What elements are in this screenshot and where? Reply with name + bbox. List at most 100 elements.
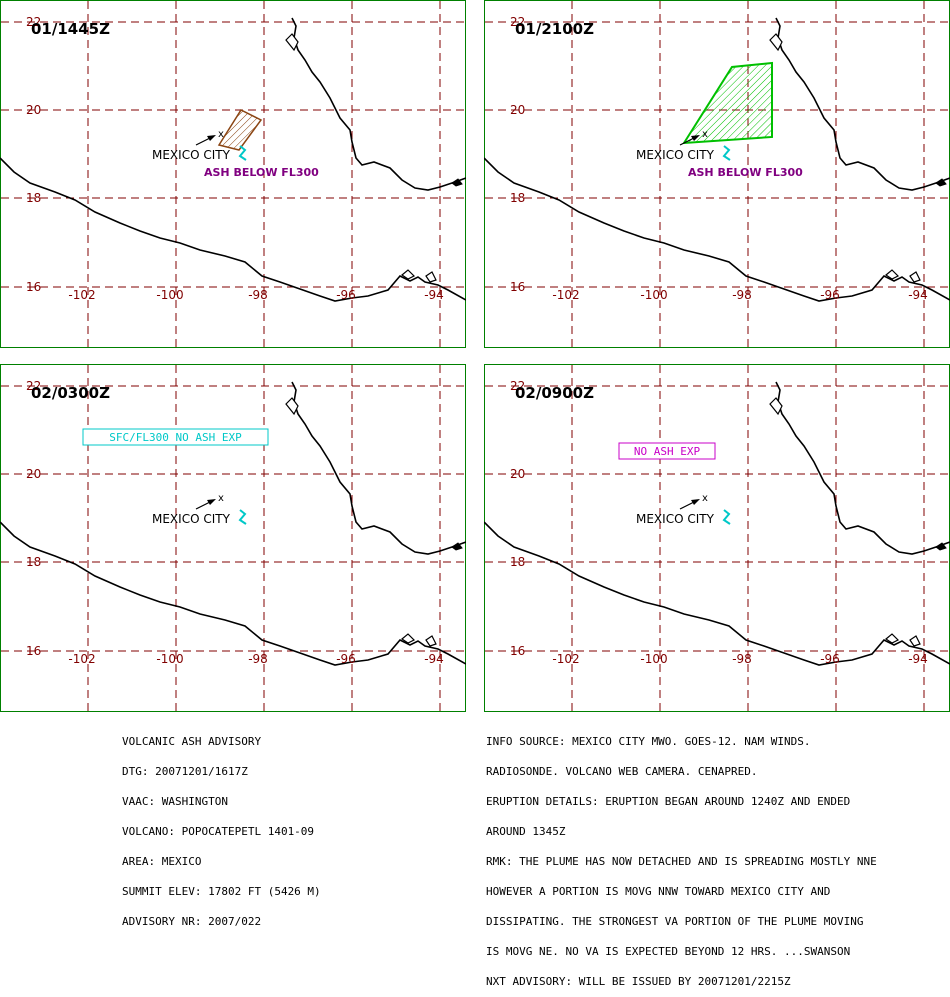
longitude-label: -100 — [640, 288, 667, 302]
longitude-label: -94 — [908, 288, 928, 302]
longitude-label: -102 — [552, 652, 579, 666]
advisory-line: DISSIPATING. THE STRONGEST VA PORTION OF… — [486, 915, 864, 928]
advisory-line: RMK: THE PLUME HAS NOW DETACHED AND IS S… — [486, 855, 877, 868]
lagoon-outline — [285, 397, 299, 416]
graticule — [1, 1, 465, 347]
latitude-label: 18 — [26, 191, 41, 205]
forecast-time: 02/0900Z — [515, 384, 594, 402]
arrow-head — [691, 499, 700, 505]
arrow-head — [207, 135, 216, 141]
gulf-coastline — [291, 381, 466, 555]
forecast-panel-1: 22 20 18 16 -102 -100 -98 -96 -94 01/2100Z x MEXICO… — [484, 0, 950, 348]
island-outline — [909, 271, 921, 283]
no-ash-box — [618, 442, 716, 460]
ash-level-label: ASH BELOW FL300 — [204, 166, 319, 179]
latitude-label: 20 — [26, 103, 41, 117]
forecast-panel-0: 22 20 18 16 -102 -100 -98 -96 -94 01/1445Z x MEXICO… — [0, 0, 466, 348]
island-outline — [884, 269, 900, 280]
lake-icon — [238, 509, 247, 525]
longitude-label: -96 — [336, 652, 356, 666]
advisory-line: DTG: 20071201/1617Z — [122, 765, 248, 778]
advisory-line: SUMMIT ELEV: 17802 FT (5426 M) — [122, 885, 321, 898]
longitude-label: -102 — [68, 652, 95, 666]
forecast-time: 01/2100Z — [515, 20, 594, 38]
advisory-line: RADIOSONDE. VOLCANO WEB CAMERA. CENAPRED… — [486, 765, 758, 778]
pacific-coastline — [0, 521, 466, 666]
forecast-panel-3: 22 20 18 16 -102 -100 -98 -96 -94 02/0900Z x MEXICO… — [484, 364, 950, 712]
map-svg: 22 20 18 16 -102 -100 -98 -96 -94 02/0300Z x MEXICO… — [0, 364, 466, 712]
city-label: MEXICO CITY — [636, 512, 715, 526]
lake-icon — [722, 145, 731, 161]
latitude-label: 18 — [510, 191, 525, 205]
longitude-label: -100 — [156, 288, 183, 302]
advisory-line: IS MOVG NE. NO VA IS EXPECTED BEYOND 12 … — [486, 945, 851, 958]
no-ash-label: SFC/FL300 NO ASH EXP — [109, 431, 242, 444]
island-outline — [451, 542, 463, 551]
longitude-label: -98 — [248, 288, 268, 302]
latitude-label: 16 — [26, 644, 41, 658]
pacific-coastline — [484, 521, 950, 666]
no-ash-box — [82, 428, 269, 446]
ash-area — [217, 109, 263, 151]
longitude-label: -96 — [820, 652, 840, 666]
gulf-coastline — [291, 17, 466, 191]
latitude-label: 22 — [510, 379, 525, 393]
latitude-label: 16 — [510, 280, 525, 294]
latitude-label: 22 — [26, 15, 41, 29]
longitude-label: -100 — [156, 652, 183, 666]
island-outline — [909, 635, 921, 647]
volcano-marker-icon: x — [702, 129, 708, 140]
latitude-label: 22 — [26, 379, 41, 393]
lake-icon — [238, 145, 247, 161]
lagoon-outline — [285, 33, 299, 52]
island-outline — [400, 633, 416, 644]
longitude-label: -100 — [640, 652, 667, 666]
island-outline — [451, 178, 463, 187]
volcano-marker-icon: x — [218, 129, 224, 140]
island-outline — [425, 635, 437, 647]
longitude-label: -96 — [336, 288, 356, 302]
advisory-info-right: INFO SOURCE: MEXICO CITY MWO. GOES-12. N… — [486, 717, 877, 997]
advisory-line: VAAC: WASHINGTON — [122, 795, 228, 808]
advisory-line: ADVISORY NR: 2007/022 — [122, 915, 262, 928]
lake-icon — [722, 509, 731, 525]
arrow-head — [691, 135, 700, 141]
map-svg: 22 20 18 16 -102 -100 -98 -96 -94 01/1445Z x MEXICO… — [0, 0, 466, 348]
volcano-marker-icon: x — [218, 493, 224, 504]
island-outline — [884, 633, 900, 644]
advisory-line: INFO SOURCE: MEXICO CITY MWO. GOES-12. N… — [486, 735, 811, 748]
graticule — [485, 365, 949, 711]
longitude-label: -98 — [732, 288, 752, 302]
longitude-label: -96 — [820, 288, 840, 302]
forecast-time: 01/1445Z — [31, 20, 110, 38]
lagoon-outline — [769, 397, 783, 416]
island-outline — [400, 269, 416, 280]
pacific-coastline — [0, 157, 466, 302]
graticule — [485, 1, 949, 347]
forecast-time: 02/0300Z — [31, 384, 110, 402]
city-label: MEXICO CITY — [152, 148, 231, 162]
city-label: MEXICO CITY — [152, 512, 231, 526]
volcano-marker-icon: x — [702, 493, 708, 504]
city-label: MEXICO CITY — [636, 148, 715, 162]
advisory-info-left: VOLCANIC ASH ADVISORY DTG: 20071201/1617… — [122, 717, 321, 937]
latitude-label: 22 — [510, 15, 525, 29]
ash-level-label: ASH BELOW FL300 — [688, 166, 803, 179]
longitude-label: -98 — [248, 652, 268, 666]
ash-area — [682, 61, 773, 145]
latitude-label: 20 — [510, 103, 525, 117]
advisory-line: ERUPTION DETAILS: ERUPTION BEGAN AROUND … — [486, 795, 851, 808]
latitude-label: 20 — [26, 467, 41, 481]
longitude-label: -94 — [424, 288, 444, 302]
latitude-label: 18 — [510, 555, 525, 569]
graticule — [1, 365, 465, 711]
island-outline — [935, 542, 947, 551]
lagoon-outline — [769, 33, 783, 52]
longitude-label: -94 — [908, 652, 928, 666]
longitude-label: -102 — [68, 288, 95, 302]
forecast-panel-2: 22 20 18 16 -102 -100 -98 -96 -94 02/0300Z x MEXICO… — [0, 364, 466, 712]
advisory-line: AREA: MEXICO — [122, 855, 202, 868]
map-svg: 22 20 18 16 -102 -100 -98 -96 -94 01/2100Z x MEXICO… — [484, 0, 950, 348]
advisory-line: VOLCANO: POPOCATEPETL 1401-09 — [122, 825, 315, 838]
latitude-label: 16 — [510, 644, 525, 658]
